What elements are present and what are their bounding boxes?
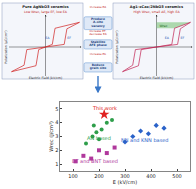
svg-text:AN based: AN based	[87, 135, 111, 141]
svg-text:Pure AgNbO3 ceramics: Pure AgNbO3 ceramics	[22, 5, 68, 9]
svg-text:Electric Field (kV/cm): Electric Field (kV/cm)	[140, 76, 174, 80]
svg-text:500: 500	[172, 173, 182, 179]
svg-text:Wrec: Wrec	[160, 24, 168, 28]
svg-text:2: 2	[55, 147, 58, 153]
svg-text:High Wrec, small ΔE, high EA: High Wrec, small ΔE, high EA	[133, 10, 180, 14]
svg-text:E (kV/cm): E (kV/cm)	[113, 179, 137, 185]
svg-text:Electric Field (kV/cm): Electric Field (kV/cm)	[29, 76, 63, 80]
svg-text:400: 400	[146, 173, 156, 179]
svg-text:Reduce: Reduce	[91, 63, 105, 67]
svg-text:Stabilize: Stabilize	[90, 40, 106, 44]
svg-text:Low Wrec, large EF, low EA: Low Wrec, large EF, low EA	[24, 10, 68, 14]
svg-text:EA: EA	[45, 36, 50, 40]
svg-text:200: 200	[94, 173, 104, 179]
svg-text:AFE phase: AFE phase	[89, 43, 107, 47]
svg-text:5: 5	[55, 106, 58, 112]
svg-text:Increase EF,: Increase EF,	[89, 29, 107, 33]
svg-text:100: 100	[68, 173, 78, 179]
svg-text:Produce: Produce	[91, 17, 105, 21]
svg-text:EF: EF	[67, 36, 71, 40]
svg-text:A-site: A-site	[93, 20, 103, 25]
svg-text:vacancy: vacancy	[91, 24, 105, 28]
svg-text:This work: This work	[92, 105, 117, 111]
svg-text:EA: EA	[165, 36, 170, 40]
svg-text:Polarization (μC/cm²): Polarization (μC/cm²)	[4, 30, 8, 64]
svg-text:1: 1	[55, 161, 58, 167]
svg-text:3: 3	[55, 133, 58, 139]
svg-text:Wrec (J/cm³): Wrec (J/cm³)	[48, 121, 54, 152]
svg-text:4: 4	[55, 119, 58, 125]
svg-text:Ag1-xCax/2NbO3 ceramics: Ag1-xCax/2NbO3 ceramics	[130, 5, 183, 9]
svg-text:300: 300	[120, 173, 130, 179]
svg-text:grain size: grain size	[90, 66, 106, 70]
svg-text:decrease EA: decrease EA	[89, 32, 106, 36]
svg-text:NN and KNN based: NN and KNN based	[121, 137, 169, 143]
svg-text:Increase Eb: Increase Eb	[90, 52, 106, 56]
svg-text:Polarization (μC/cm²): Polarization (μC/cm²)	[115, 30, 119, 64]
svg-text:Increase EA: Increase EA	[90, 5, 106, 9]
svg-text:EF: EF	[181, 36, 185, 40]
svg-text:BT and BNT based: BT and BNT based	[72, 158, 118, 164]
